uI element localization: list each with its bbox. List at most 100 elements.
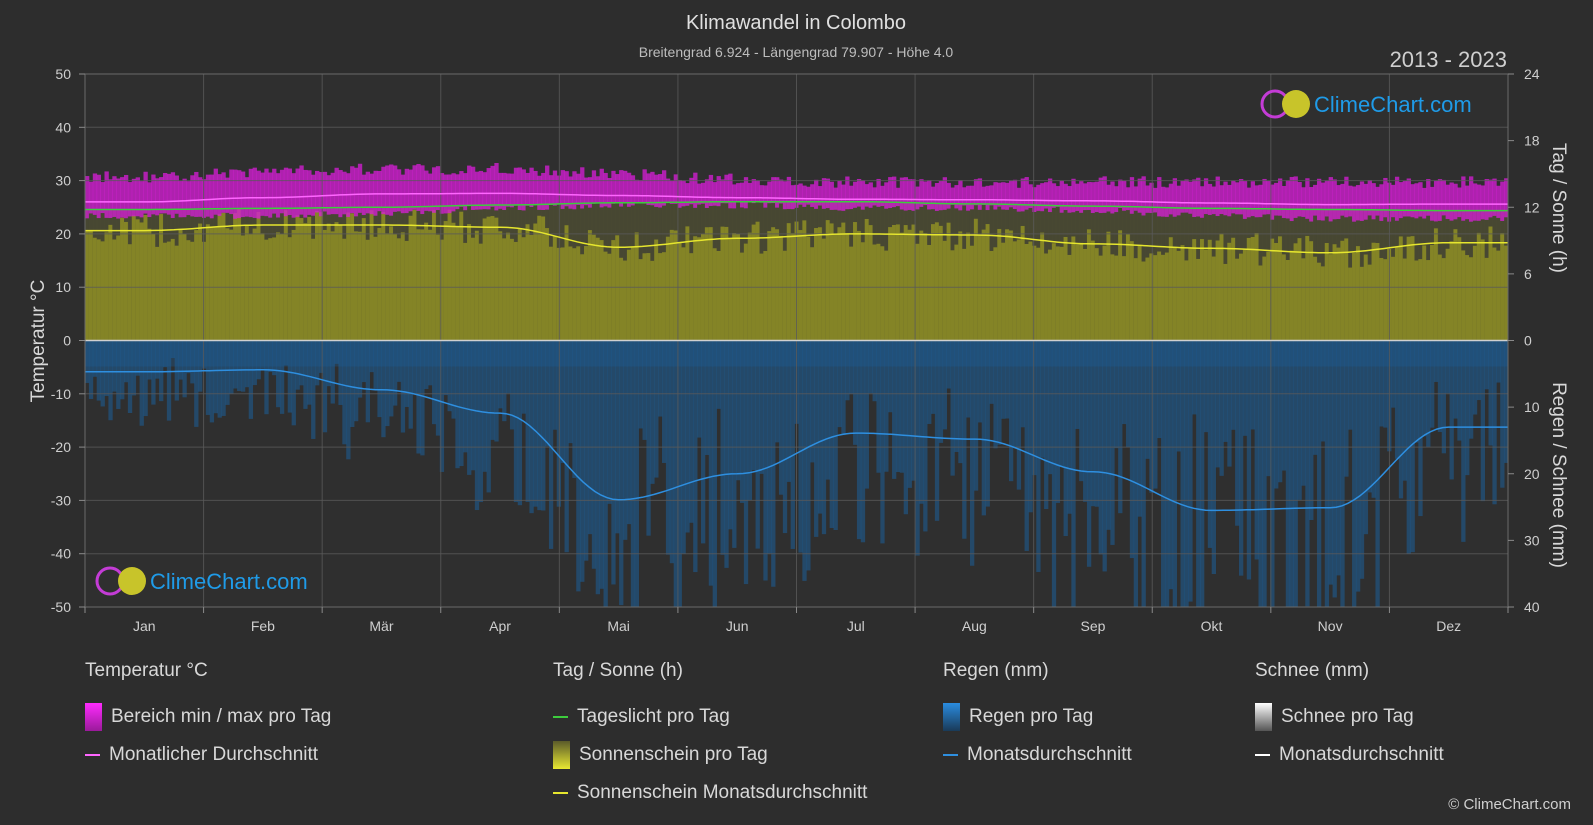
rain-bar — [1336, 340, 1341, 576]
sunshine-bar — [373, 236, 378, 341]
temp-range-bar — [1203, 178, 1209, 215]
temp-range-bar — [1176, 185, 1181, 216]
temp-range-bar — [927, 180, 932, 210]
temp-range-bar — [1391, 184, 1396, 218]
sunshine-bar — [872, 244, 877, 341]
sunshine-bar — [244, 224, 250, 341]
temp-range-bar — [1024, 177, 1029, 210]
rain-bar — [447, 340, 452, 412]
rain-bar — [244, 340, 250, 388]
rain-bar — [1047, 340, 1053, 475]
sunshine-bar — [509, 238, 515, 341]
temp-range-bar — [934, 182, 940, 211]
temp-range-bar — [1083, 183, 1088, 211]
temp-range-bar — [1476, 184, 1482, 221]
rain-bar — [845, 340, 850, 401]
temp-range-bar — [112, 176, 117, 217]
temp-range-bar — [244, 177, 250, 217]
temp-range-bar — [1059, 180, 1064, 213]
rain-bar — [1277, 340, 1283, 483]
temp-range-bar — [365, 171, 370, 214]
sunshine-bar — [1488, 226, 1493, 341]
rain-bar — [162, 340, 168, 368]
temp-range-bar — [693, 172, 698, 208]
temp-range-bar — [876, 178, 881, 207]
sunshine-bar — [1375, 242, 1380, 341]
year-range: 2013 - 2023 — [1390, 47, 1507, 72]
temp-range-bar — [428, 173, 433, 212]
axes: 50 40 30 20 10 0 -10 -20 -30 -40 -50 24 18 12 6 0 10 20 30… — [51, 66, 1540, 634]
rain-bar — [1086, 340, 1092, 567]
rain-bar — [977, 340, 983, 423]
rain-bar — [1106, 340, 1111, 530]
temp-range-bar — [159, 177, 164, 214]
temp-range-bar — [330, 172, 335, 215]
rain-bar — [1496, 340, 1501, 383]
rain-bar — [513, 340, 519, 503]
temp-range-bar — [685, 183, 690, 206]
rain-bar — [1340, 340, 1345, 607]
sunshine-bar — [1028, 241, 1033, 341]
sunshine-bar — [1332, 244, 1337, 341]
temp-range-bar — [233, 169, 238, 219]
temp-range-bar — [1098, 177, 1103, 214]
sunshine-bar — [576, 246, 581, 341]
temp-range-bar — [700, 182, 706, 204]
sunshine-bar — [85, 230, 90, 341]
temp-range-bar — [552, 170, 558, 206]
rain-bar — [654, 340, 659, 478]
sunshine-bar — [884, 250, 889, 341]
rain-bar — [396, 340, 402, 382]
rain-bar — [1008, 340, 1014, 482]
sunshine-bar — [934, 222, 940, 341]
sunshine-bar — [1079, 242, 1084, 341]
sunshine-bar — [1406, 236, 1411, 341]
sunshine-bar — [771, 227, 776, 341]
rain-bar — [661, 340, 667, 463]
rain-bar — [1254, 340, 1259, 560]
temp-range-bar — [626, 172, 632, 207]
rain-bar — [1200, 340, 1205, 607]
logo-bottom-text: ClimeChart.com — [150, 569, 308, 594]
temp-range-bar — [989, 185, 994, 206]
rain-bar — [537, 340, 542, 511]
rain-bar — [1184, 340, 1189, 607]
rain-bar — [1001, 340, 1006, 419]
sunshine-bar — [1250, 236, 1255, 341]
rain-bar — [233, 340, 238, 389]
temp-range-bar — [381, 166, 386, 215]
rain-bar — [1067, 340, 1072, 514]
rain-bar — [1344, 340, 1349, 477]
sunshine-bar — [1484, 257, 1489, 341]
sunshine-bar — [1055, 246, 1061, 341]
sunshine-bar — [1301, 258, 1306, 341]
rain-bar — [892, 340, 897, 479]
temp-range-bar — [521, 169, 526, 211]
sunshine-bar — [330, 231, 335, 341]
rain-bar — [268, 340, 273, 372]
legend-item: Sonnenschein pro Tag — [553, 736, 867, 774]
rain-bar — [1207, 340, 1213, 548]
rain-bar — [143, 340, 148, 417]
temp-range-bar — [1281, 186, 1287, 219]
temp-range-bar — [307, 170, 312, 215]
sunshine-bar — [728, 238, 733, 341]
sunshine-bar — [1106, 231, 1111, 341]
temp-range-bar — [435, 166, 441, 211]
rain-bar — [342, 340, 347, 445]
temp-range-bar — [755, 180, 760, 203]
temp-range-bar — [525, 172, 530, 206]
temp-range-bar — [615, 174, 620, 204]
rain-bar — [1036, 340, 1041, 572]
sunshine-bar — [463, 242, 468, 341]
sunshine-bar — [229, 229, 234, 341]
sunshine-bar — [377, 227, 382, 341]
rain-bar — [451, 340, 456, 419]
temp-range-bar — [1274, 182, 1279, 216]
temp-range-bar — [1172, 178, 1178, 217]
rain-bar — [1227, 340, 1232, 467]
copyright: © ClimeChart.com — [1448, 796, 1571, 813]
month-label: Aug — [962, 618, 987, 634]
temp-range-bar — [166, 173, 172, 215]
sunshine-bar — [1394, 246, 1400, 341]
